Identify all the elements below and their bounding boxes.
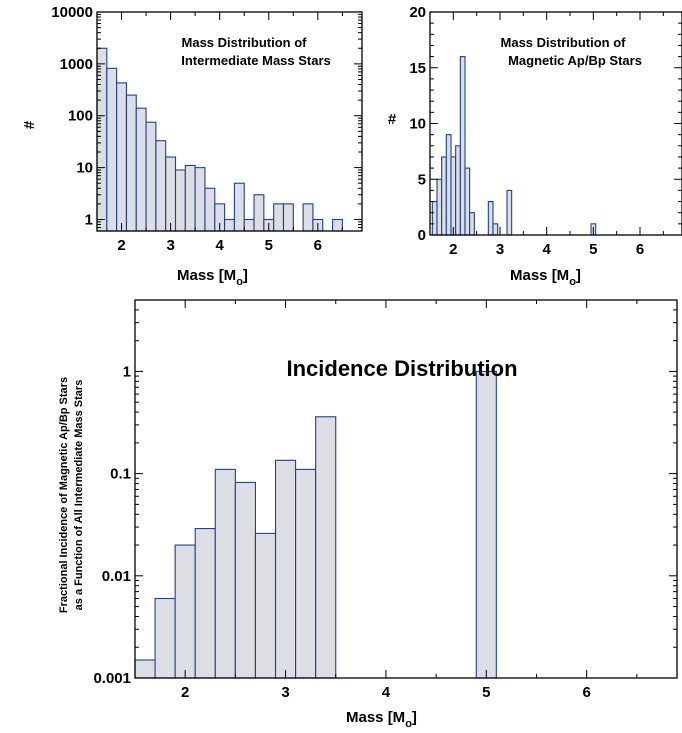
ytick-label-2-2: 10 [409,116,426,133]
xtick-label-3-0: 2 [181,684,189,701]
bar-1-20 [302,203,314,232]
panel2-frame [429,11,682,236]
ytick-label-2-0: 0 [418,227,426,244]
bar-3-1 [154,597,176,679]
bar-3-5 [234,481,256,679]
ytick-label-2-1: 5 [418,171,426,188]
xtick-label-3-3: 5 [482,684,490,701]
bar-3-2 [174,544,196,679]
bar-1-13 [224,218,235,232]
xtick-label-1-2: 4 [216,237,225,254]
xtick-label-2-4: 6 [636,241,644,258]
xtick-label-2-3: 5 [589,241,597,258]
xtick-label-2-1: 3 [496,241,504,258]
xtick-label-2-0: 2 [449,241,457,258]
xtick-label-3-1: 3 [281,684,289,701]
panel1-title-line2: Intermediate Mass Stars [181,53,331,68]
bar-1-1 [106,67,118,232]
panel1-ylabel: # [21,120,38,129]
bar-1-10 [194,167,206,232]
bar-2-6 [459,56,466,236]
panel3-ylabel-line2: as a Function of All Intermediate Mass S… [73,380,85,611]
bar-1-5 [145,121,157,232]
panel1-xlabel: Mass [Mo] [177,267,248,288]
panel3-ticks: 2 3 4 5 6 0.001 0.01 0.1 1 [93,300,677,701]
ytick-label-3-1: 0.01 [102,568,131,585]
xtick-label-1-3: 5 [265,237,273,254]
panel3-frame [134,299,678,679]
panel3-bars [134,370,497,679]
bar-1-11 [204,187,216,232]
ytick-label-3-0: 0.001 [93,670,131,687]
bar-2-11 [506,189,513,236]
ytick-label-1-4: 10000 [51,4,93,21]
panel1-ticks: 2 3 4 5 6 1 10 100 1000 10000 [51,4,362,254]
bar-2-9 [487,201,494,236]
ytick-label-2-3: 15 [409,60,426,77]
bar-3-3 [194,528,216,679]
ytick-label-1-2: 100 [68,108,93,125]
bar-2-0 [431,201,438,236]
bar-2-1 [436,178,443,236]
bar-3-7 [274,459,297,679]
ytick-label-3-2: 0.1 [110,466,131,483]
bar-1-8 [174,169,186,232]
xtick-label-3-4: 6 [582,684,590,701]
bar-1-9 [184,164,196,232]
ytick-label-2-4: 20 [409,4,426,21]
bar-3-0 [134,659,156,679]
panel3-title: Incidence Distribution [286,356,517,381]
bar-1-14 [233,182,245,232]
bar-1-4 [135,107,147,232]
bar-3-4 [214,468,236,679]
bar-1-22 [332,218,343,232]
xtick-label-2-2: 4 [542,241,551,258]
bar-1-15 [243,218,255,232]
xtick-label-1-1: 3 [166,237,174,254]
bar-2-8 [469,212,475,236]
xtick-label-3-2: 4 [382,684,391,701]
panel3-xlabel: Mass [Mo] [346,709,417,730]
ytick-label-1-0: 1 [85,211,93,228]
panel2-xlabel: Mass [Mo] [510,267,581,288]
bar-2-7 [464,167,471,236]
bar-2-2 [441,156,447,236]
panel2-title-line2: Magnetic Ap/Bp Stars [508,53,642,68]
panel2-ylabel: # [388,111,397,128]
bar-3-10 [475,370,497,679]
bar-3-6 [254,532,277,679]
bar-1-19 [282,203,294,232]
panel2-ticks: 2 3 4 5 6 0 5 10 15 20 [409,4,682,258]
xtick-label-1-4: 6 [314,237,322,254]
panel3-ylabel-line1: Fractional Incidence of Magnetic Ap/Bp S… [58,377,70,613]
bar-1-6 [155,140,167,232]
bar-3-9 [315,416,337,679]
panel1-title-line1: Mass Distribution of [182,35,308,50]
bar-3-8 [295,468,317,679]
xtick-label-1-0: 2 [117,237,125,254]
bar-2-5 [455,145,461,236]
ytick-label-3-3: 1 [123,363,131,380]
bar-1-7 [165,156,177,232]
bar-2-4 [450,156,457,236]
bar-1-18 [273,203,285,232]
panel-intermediate-mass-stars: 2 3 4 5 6 1 10 100 1000 10000 Mass Distribution o… [21,4,363,288]
bar-1-16 [253,194,265,232]
ytick-label-1-1: 10 [76,160,93,177]
panel2-title-line1: Mass Distribution of [501,35,627,50]
panel2-bars [431,56,597,236]
bar-2-3 [445,134,452,236]
bar-2-10 [492,223,499,236]
bar-1-3 [125,94,137,232]
panel1-frame [96,11,363,232]
panel-magnetic-apbp-stars: 2 3 4 5 6 0 5 10 15 20 Mass Distribution of Magne… [388,4,682,288]
bar-1-2 [116,82,127,232]
panel-incidence-distribution: 2 3 4 5 6 0.001 0.01 0.1 1 Incidence Distributio… [58,299,678,730]
ytick-label-1-3: 1000 [60,56,93,73]
panel1-bars [96,47,343,232]
